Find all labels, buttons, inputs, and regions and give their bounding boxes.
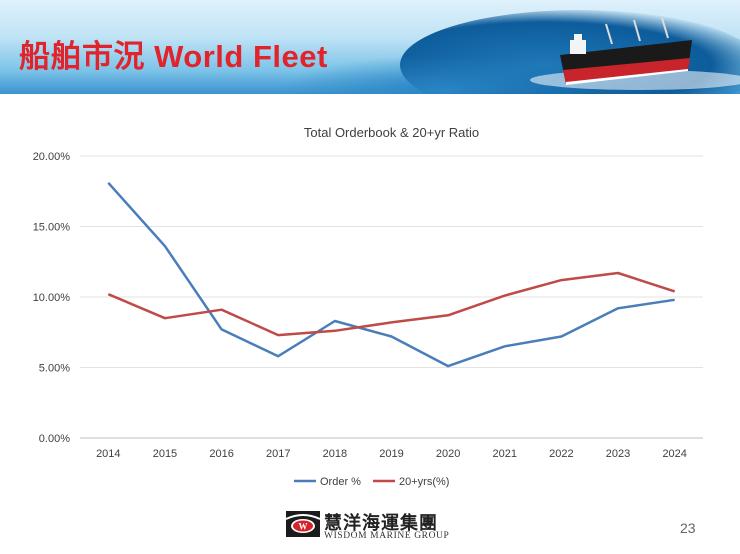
y-tick-label: 15.00% <box>33 222 71 234</box>
y-tick-label: 20.00% <box>33 151 71 163</box>
x-tick-label: 2021 <box>493 448 517 460</box>
x-tick-label: 2020 <box>436 448 460 460</box>
logo-english-name: WISDOM MARINE GROUP <box>324 531 450 541</box>
page-number: 23 <box>680 520 696 536</box>
legend-label: Order % <box>320 476 361 488</box>
x-tick-label: 2022 <box>549 448 573 460</box>
y-tick-label: 5.00% <box>39 363 70 375</box>
x-tick-label: 2014 <box>96 448 120 460</box>
page-title: 船舶市況 World Fleet <box>19 39 328 74</box>
legend-label: 20+yrs(%) <box>399 476 449 488</box>
logo-mark-letter: W <box>299 522 308 532</box>
ship-image <box>530 17 740 90</box>
logo-chinese-name: 慧洋海運集團 <box>324 513 438 534</box>
header-banner: 船舶市況 World Fleet <box>0 0 740 94</box>
x-tick-label: 2018 <box>323 448 347 460</box>
series-line-2 <box>107 271 676 337</box>
series-line-1 <box>107 181 675 368</box>
x-tick-label: 2017 <box>266 448 290 460</box>
x-tick-label: 2023 <box>606 448 630 460</box>
chart-title: Total Orderbook & 20+yr Ratio <box>304 125 479 140</box>
line-chart: Total Orderbook & 20+yr Ratio 0.00% 5.00% 1… <box>33 125 703 488</box>
x-tick-label: 2016 <box>209 448 233 460</box>
y-tick-label: 0.00% <box>39 433 70 445</box>
x-tick-label: 2019 <box>379 448 403 460</box>
logo-mark-icon: W <box>286 511 320 537</box>
x-tick-label: 2015 <box>153 448 177 460</box>
company-logo: W 慧洋海運集團 WISDOM MARINE GROUP <box>282 505 452 545</box>
x-tick-label: 2024 <box>662 448 686 460</box>
y-tick-label: 10.00% <box>33 292 71 304</box>
